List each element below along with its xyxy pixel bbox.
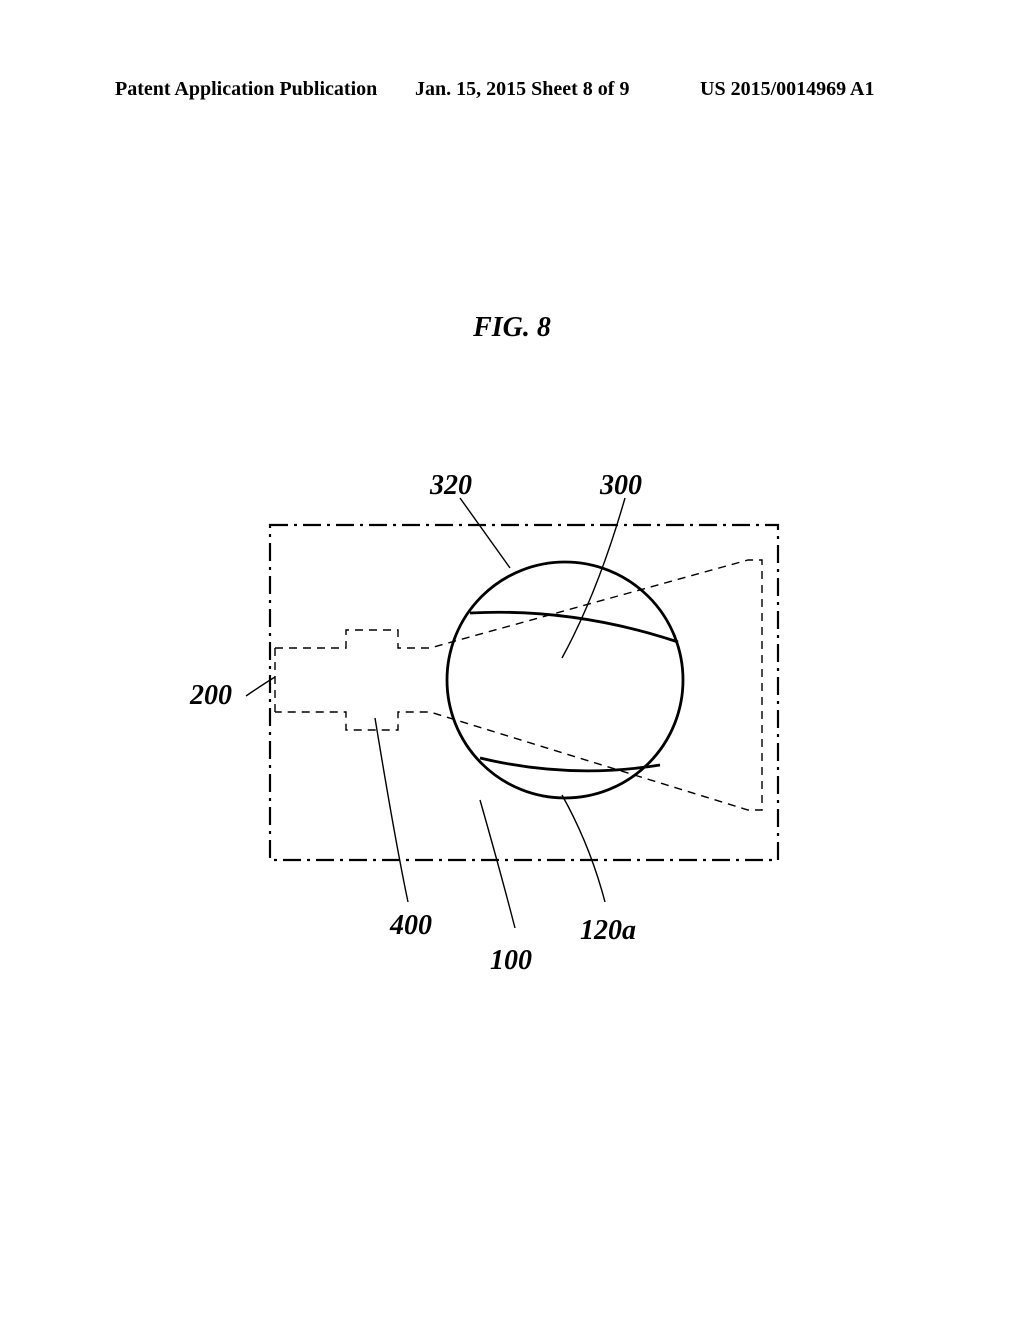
label-400: 400 — [390, 910, 432, 942]
label-120a: 120a — [580, 915, 636, 947]
label-300: 300 — [600, 470, 642, 502]
label-320: 320 — [430, 470, 472, 502]
label-200: 200 — [190, 680, 232, 712]
label-100: 100 — [490, 945, 532, 977]
figure-diagram — [0, 0, 1024, 1320]
page: Patent Application Publication Jan. 15, … — [0, 0, 1024, 1320]
